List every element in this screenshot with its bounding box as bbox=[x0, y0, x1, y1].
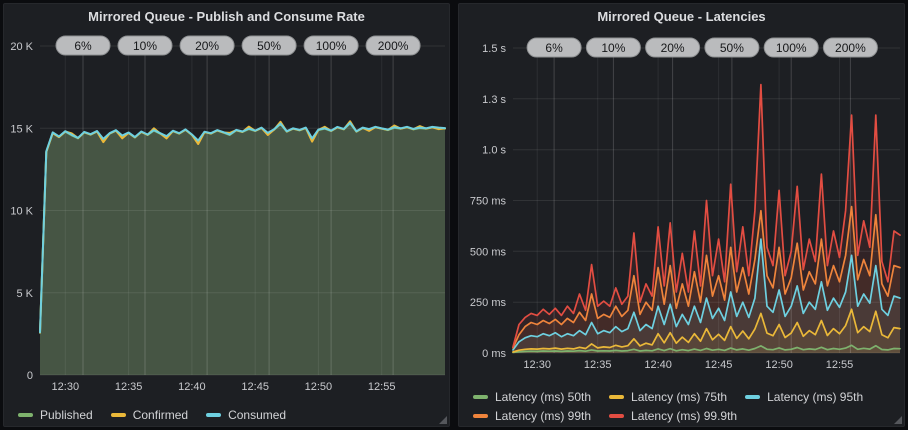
annotation-pill-label: 20% bbox=[195, 39, 219, 53]
annotation-pill-label: 200% bbox=[378, 39, 409, 53]
annotation-pill-label: 200% bbox=[835, 41, 866, 55]
annotation-pill[interactable]: 50% bbox=[241, 35, 297, 56]
annotation-pill[interactable]: 200% bbox=[365, 35, 421, 56]
x-tick-label: 12:35 bbox=[584, 359, 612, 371]
annotation-pill-label: 20% bbox=[661, 41, 685, 55]
annotation-pill[interactable]: 10% bbox=[585, 37, 641, 58]
series-line-consumed[interactable] bbox=[39, 121, 446, 334]
legend-label: Latency (ms) 99.9th bbox=[631, 408, 738, 423]
legend-row: Latency (ms) 50th Latency (ms) 75th Latenc… bbox=[473, 387, 904, 406]
annotation-pill[interactable]: 6% bbox=[55, 35, 111, 56]
y-tick-label: 500 ms bbox=[470, 246, 507, 258]
x-tick-label: 12:30 bbox=[52, 381, 80, 393]
x-tick-label: 12:45 bbox=[241, 381, 269, 393]
legend-swatch-icon bbox=[110, 412, 126, 417]
series-line-latency-ms-95th[interactable] bbox=[512, 238, 901, 351]
x-tick-label: 12:40 bbox=[644, 359, 672, 371]
y-tick-label: 250 ms bbox=[470, 297, 507, 309]
annotation-pill-label: 10% bbox=[133, 39, 157, 53]
series-fill-latency-ms-75th bbox=[513, 309, 900, 353]
legend-label: Latency (ms) 95th bbox=[767, 389, 864, 404]
y-tick-label: 5 K bbox=[16, 288, 33, 300]
series-fill-confirmed bbox=[40, 121, 445, 375]
y-tick-label: 15 K bbox=[10, 123, 33, 135]
annotation-pill-label: 50% bbox=[257, 39, 281, 53]
legend-swatch-icon bbox=[18, 412, 33, 417]
panel-title[interactable]: Mirrored Queue - Publish and Consume Rat… bbox=[88, 9, 365, 24]
legend-swatch-icon bbox=[473, 394, 488, 399]
legend-item-latency-ms-50th[interactable]: Latency (ms) 50th bbox=[473, 390, 591, 404]
annotation-pill-label: 6% bbox=[545, 41, 563, 55]
series-line-latency-ms-99-9th[interactable] bbox=[512, 83, 901, 348]
legend-item-latency-ms-95th[interactable]: Latency (ms) 95th bbox=[745, 390, 863, 404]
x-tick-label: 12:40 bbox=[178, 381, 206, 393]
x-tick-label: 12:50 bbox=[305, 381, 333, 393]
annotation-pill-label: 100% bbox=[776, 41, 807, 55]
y-tick-label: 10 K bbox=[10, 206, 33, 218]
y-tick-label: 0 ms bbox=[482, 348, 506, 360]
panel-resize-handle[interactable] bbox=[894, 416, 902, 424]
series-fill-consumed bbox=[40, 122, 445, 375]
series-line-latency-ms-99th[interactable] bbox=[512, 205, 901, 349]
y-tick-label: 750 ms bbox=[470, 196, 507, 208]
panel-title[interactable]: Mirrored Queue - Latencies bbox=[597, 9, 766, 24]
y-tick-label: 1.3 s bbox=[482, 94, 506, 106]
annotation-pill[interactable]: 100% bbox=[763, 37, 819, 58]
legend-item-consumed[interactable]: Consumed bbox=[206, 408, 286, 422]
legend-label: Consumed bbox=[228, 407, 287, 422]
latency-chart-canvas[interactable]: 6% 10% 20% 50% 100% 200% 0 ms 250 ms 500 ms 750 m… bbox=[459, 30, 904, 386]
x-tick-label: 12:50 bbox=[765, 359, 793, 371]
series-fill-latency-ms-99th bbox=[513, 206, 900, 353]
legend-row: Latency (ms) 99th Latency (ms) 99.9th bbox=[473, 406, 904, 425]
rate-chart-canvas[interactable]: 6% 10% 20% 50% 100% 200% 0 5 K 10 K 15 K 20 K 12:30… bbox=[4, 30, 449, 404]
annotation-pill[interactable]: 50% bbox=[704, 37, 760, 58]
legend-swatch-icon bbox=[206, 412, 222, 417]
legend-swatch-icon bbox=[745, 394, 761, 399]
legend-item-confirmed[interactable]: Confirmed bbox=[110, 407, 189, 422]
annotation-pill-label: 6% bbox=[74, 39, 92, 53]
legend-label: Latency (ms) 50th bbox=[495, 389, 592, 404]
annotation-pill[interactable]: 6% bbox=[526, 37, 582, 58]
annotation-pill[interactable]: 20% bbox=[645, 37, 701, 58]
series-fill-published bbox=[40, 123, 445, 375]
legend-item-latency-ms-99th[interactable]: Latency (ms) 99th bbox=[473, 409, 591, 423]
legend-item-published[interactable]: Published bbox=[18, 408, 93, 422]
panel-resize-handle[interactable] bbox=[439, 416, 447, 424]
annotation-pill[interactable]: 100% bbox=[303, 35, 359, 56]
x-tick-label: 12:30 bbox=[523, 359, 551, 371]
y-tick-label: 20 K bbox=[10, 41, 33, 53]
annotation-pill[interactable]: 10% bbox=[117, 35, 173, 56]
panel-publish-consume-rate: Mirrored Queue - Publish and Consume Rat… bbox=[3, 3, 450, 427]
x-tick-label: 12:55 bbox=[368, 381, 396, 393]
x-tick-label: 12:35 bbox=[115, 381, 143, 393]
legend-label: Latency (ms) 99th bbox=[495, 408, 592, 423]
legend-label: Confirmed bbox=[132, 407, 189, 422]
x-tick-label: 12:45 bbox=[705, 359, 733, 371]
x-tick-label: 12:55 bbox=[826, 359, 854, 371]
legend-label: Latency (ms) 75th bbox=[631, 389, 728, 404]
series-fill-latency-ms-95th bbox=[513, 239, 900, 353]
series-line-latency-ms-50th[interactable] bbox=[512, 344, 901, 354]
legend-item-latency-ms-75th[interactable]: Latency (ms) 75th bbox=[609, 390, 727, 404]
panel-latencies: Mirrored Queue - Latencies 6% 10% 20% 50% 10… bbox=[458, 3, 905, 427]
legend-item-latency-ms-99-9th[interactable]: Latency (ms) 99.9th bbox=[609, 409, 737, 423]
series-fill-latency-ms-99-9th bbox=[513, 84, 900, 353]
annotation-pill[interactable]: 200% bbox=[822, 37, 878, 58]
legend-swatch-icon bbox=[609, 394, 625, 399]
latency-chart-legend: Latency (ms) 50th Latency (ms) 75th Latenc… bbox=[459, 386, 904, 425]
rate-chart-legend: Published Confirmed Consumed bbox=[4, 404, 449, 424]
y-tick-label: 0 bbox=[27, 370, 33, 382]
series-line-latency-ms-75th[interactable] bbox=[512, 308, 901, 353]
legend-swatch-icon bbox=[609, 413, 625, 418]
y-tick-label: 1.5 s bbox=[482, 43, 506, 55]
annotation-pill-label: 100% bbox=[316, 39, 347, 53]
y-tick-label: 1.0 s bbox=[482, 145, 506, 157]
legend-swatch-icon bbox=[473, 413, 488, 418]
annotation-pill-label: 50% bbox=[720, 41, 744, 55]
annotation-pill[interactable]: 20% bbox=[179, 35, 235, 56]
legend-label: Published bbox=[40, 407, 93, 422]
legend-row: Published Confirmed Consumed bbox=[18, 405, 449, 424]
annotation-pill-label: 10% bbox=[601, 41, 625, 55]
